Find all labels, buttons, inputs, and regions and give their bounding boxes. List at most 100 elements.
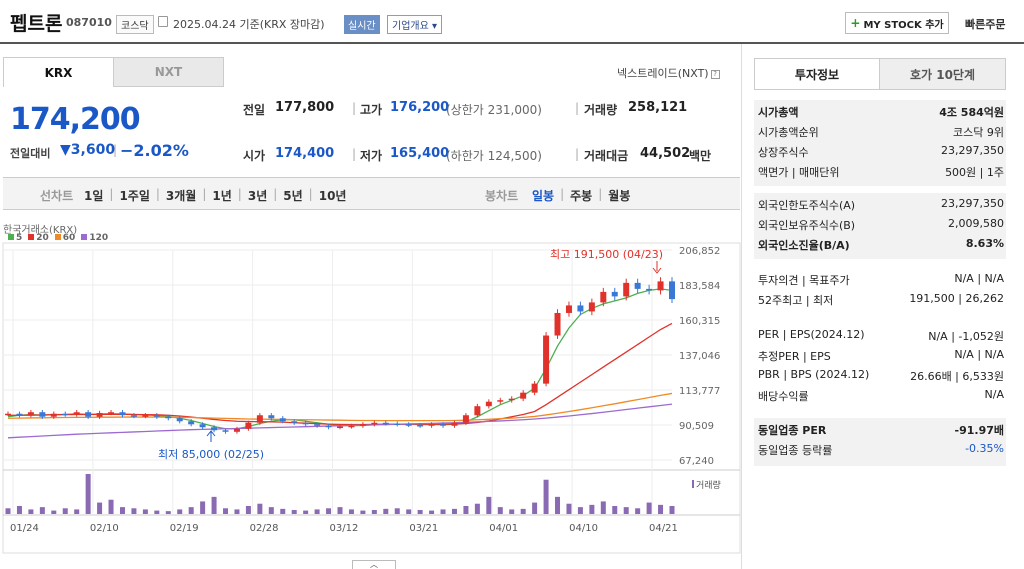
info-row: 동일업종 PER -91.97배 [758, 422, 1004, 438]
candle-body [405, 424, 412, 426]
candle-body [371, 422, 378, 425]
candle-body [268, 415, 275, 419]
divider: | [113, 143, 118, 157]
volume-bar [555, 496, 561, 514]
info-row: 외국인보유주식수(B) 2,009,580 [758, 217, 1004, 233]
candle-period-tabs: 일봉 | 주봉 | 월봉 [532, 187, 630, 204]
candle-body [256, 415, 263, 423]
volume-bar [257, 503, 263, 514]
candle-body [222, 430, 229, 432]
candle-body [451, 422, 458, 426]
period-tab-5[interactable]: 5년 [283, 189, 303, 203]
legend-swatch [54, 234, 61, 240]
high-label: 고가 [360, 103, 383, 117]
collapse-chevron-up-icon[interactable]: ︿ [352, 560, 396, 569]
info-key: 동일업종 등락률 [758, 444, 833, 457]
ma-line-60 [7, 392, 673, 422]
candle-body [96, 412, 103, 417]
candle-body [348, 425, 355, 428]
volume-bar [245, 506, 251, 514]
volume-bar [5, 508, 11, 514]
volume-bar [440, 509, 446, 514]
tab-nxt[interactable]: NXT [113, 57, 224, 87]
info-key: 상장주식수 [758, 146, 809, 159]
info-value: N/A | -1,052원 [928, 330, 1004, 343]
volume-bar [406, 509, 412, 514]
period-tab-3[interactable]: 1년 [212, 189, 232, 203]
change-amount: 3,600 [70, 142, 116, 158]
stock-name: 펩트론 [10, 13, 63, 35]
divider: | [109, 187, 114, 201]
low-annotation: 최저 85,000 (02/25) [158, 448, 265, 461]
info-row: 시가총액순위 코스닥 9위 [758, 124, 1004, 140]
candle-body [50, 413, 57, 417]
candle-period-tab-2[interactable]: 월봉 [608, 189, 631, 203]
chart-frame [2, 242, 741, 554]
candle-body [199, 424, 206, 428]
line-chart-label[interactable]: 선차트 [40, 189, 74, 203]
volume-bar [62, 508, 68, 514]
period-tab-2[interactable]: 3개월 [165, 189, 197, 203]
info-key: 추정PER | EPS [758, 350, 831, 363]
volume-bar [131, 508, 137, 514]
x-tick-label: 02/19 [170, 523, 199, 534]
prev-close-value: 177,800 [275, 100, 335, 115]
volume-bar [39, 507, 45, 514]
volume-bar [314, 509, 320, 514]
x-tick-label: 04/21 [649, 523, 678, 534]
volume-bar [463, 506, 469, 514]
info-key: 투자의견 | 목표주가 [758, 274, 850, 287]
candle-period-tab-1[interactable]: 주봉 [570, 189, 593, 203]
market-badge: 코스닥 [116, 15, 154, 34]
tab-invest-info[interactable]: 투자정보 [754, 58, 880, 90]
amount-unit: 백만 [689, 149, 712, 163]
candle-body [302, 422, 309, 425]
my-stock-add-button[interactable]: + MY STOCK 추가 [845, 12, 949, 34]
volume-bar [291, 510, 297, 514]
info-icon: ? [710, 69, 720, 79]
candle-body [394, 423, 401, 426]
candle-period-tab-0[interactable]: 일봉 [532, 189, 555, 203]
quick-order-button[interactable]: 빠른주문 [965, 18, 1006, 31]
high-value: 176,200 [390, 100, 450, 115]
calendar-icon [158, 16, 168, 27]
realtime-button[interactable]: 실시간 [344, 15, 380, 34]
info-key: 외국인소진율(B/A) [758, 239, 850, 252]
period-tab-6[interactable]: 10년 [318, 189, 347, 203]
tab-krx[interactable]: KRX [3, 57, 114, 87]
change-percent: −2.02% [120, 141, 189, 160]
period-tab-4[interactable]: 3년 [247, 189, 268, 203]
divider: | [575, 101, 580, 115]
legend-item-ma5: 5 [8, 233, 22, 243]
candle-body [669, 281, 675, 300]
company-overview-dropdown[interactable]: 기업개요 ▾ [387, 15, 443, 34]
volume-bar [429, 510, 435, 514]
tab-orderbook-10[interactable]: 호가 10단계 [879, 58, 1006, 90]
candle-body [153, 415, 160, 417]
candle-body [508, 398, 515, 401]
legend-label: 120 [89, 233, 109, 243]
open-value: 174,400 [275, 146, 335, 161]
volume-bar [532, 502, 538, 514]
info-value: 2,009,580 [948, 217, 1004, 230]
candle-body [531, 383, 538, 393]
volume-bar [497, 507, 503, 514]
volume-bar [108, 499, 114, 514]
info-key: 외국인한도주식수(A) [758, 199, 856, 212]
volume-bar [74, 509, 80, 514]
volume-bar [417, 510, 423, 514]
candle-body [600, 291, 607, 303]
current-price: 174,200 [10, 102, 141, 137]
section-valuation: PER | EPS(2024.12) N/A | -1,052원 추정PER | E… [754, 324, 1006, 410]
period-tab-0[interactable]: 1일 [84, 189, 104, 203]
period-tab-1[interactable]: 1주일 [119, 189, 150, 203]
candle-chart-label[interactable]: 봉차트 [485, 189, 519, 203]
divider: | [237, 187, 242, 201]
info-value: 23,297,350 [941, 197, 1004, 210]
info-value: 26.66배 | 6,533원 [910, 370, 1004, 383]
candle-body [85, 412, 92, 417]
info-key: 시가총액 [758, 106, 799, 119]
nextrade-label[interactable]: 넥스트레이드(NXT)? [617, 65, 720, 81]
candle-body [440, 424, 447, 426]
y-tick-label: 160,315 [679, 316, 720, 327]
